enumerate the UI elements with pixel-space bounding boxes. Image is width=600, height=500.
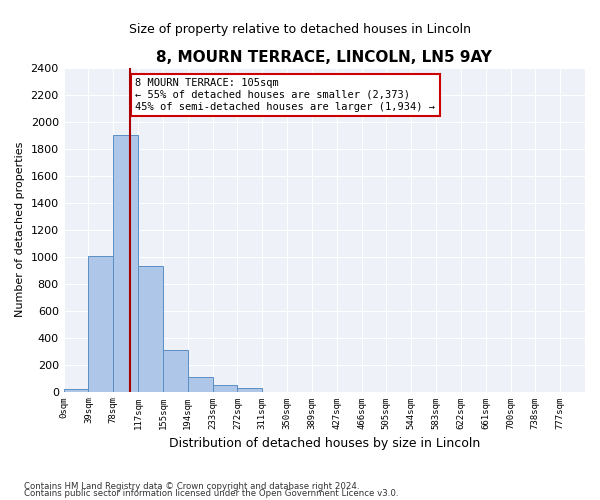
Bar <box>88 256 113 392</box>
X-axis label: Distribution of detached houses by size in Lincoln: Distribution of detached houses by size … <box>169 437 480 450</box>
Bar <box>238 388 262 392</box>
Bar <box>113 135 138 392</box>
Bar <box>163 350 188 392</box>
Text: 8 MOURN TERRACE: 105sqm
← 55% of detached houses are smaller (2,373)
45% of semi: 8 MOURN TERRACE: 105sqm ← 55% of detache… <box>136 78 436 112</box>
Bar <box>212 386 238 392</box>
Bar <box>188 378 212 392</box>
Y-axis label: Number of detached properties: Number of detached properties <box>15 142 25 317</box>
Text: Contains HM Land Registry data © Crown copyright and database right 2024.: Contains HM Land Registry data © Crown c… <box>24 482 359 491</box>
Bar <box>64 389 88 392</box>
Bar <box>138 266 163 392</box>
Text: Contains public sector information licensed under the Open Government Licence v3: Contains public sector information licen… <box>24 490 398 498</box>
Title: 8, MOURN TERRACE, LINCOLN, LN5 9AY: 8, MOURN TERRACE, LINCOLN, LN5 9AY <box>157 50 492 65</box>
Text: Size of property relative to detached houses in Lincoln: Size of property relative to detached ho… <box>129 22 471 36</box>
